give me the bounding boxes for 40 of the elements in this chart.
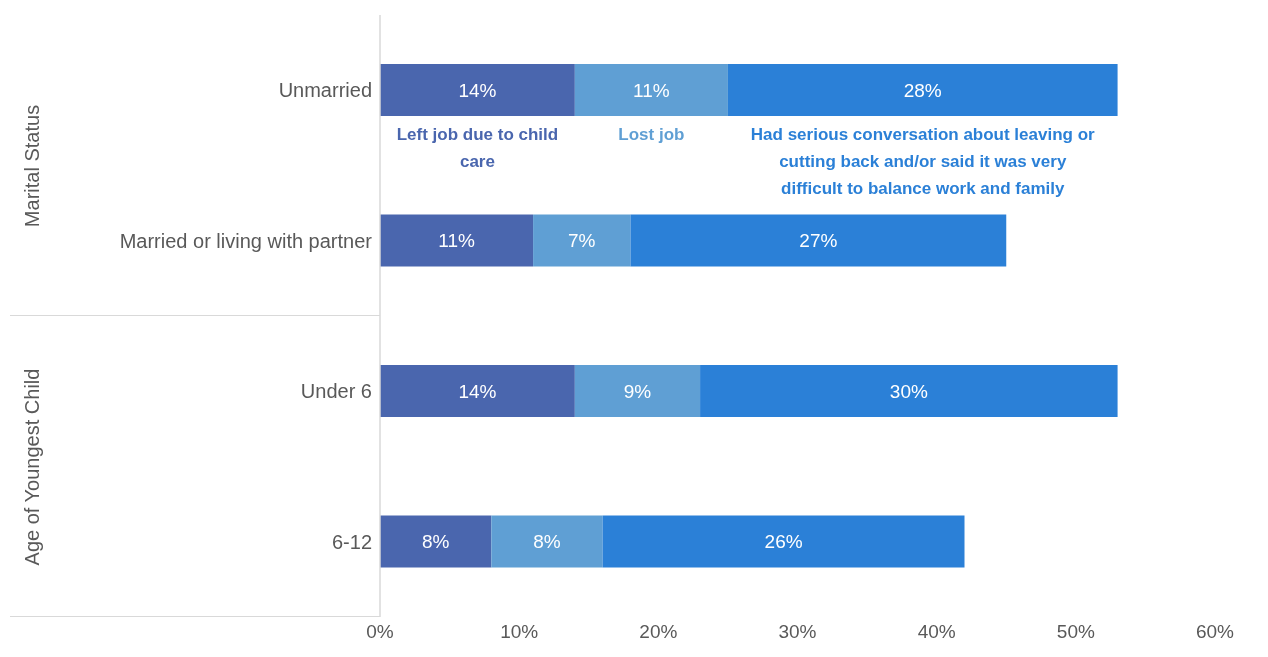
- data-label: 30%: [889, 380, 928, 402]
- data-label: 28%: [903, 79, 942, 101]
- x-tick-label: 50%: [1056, 621, 1095, 643]
- data-label: 11%: [633, 79, 670, 101]
- bar: [380, 515, 492, 568]
- data-label: 11%: [438, 230, 475, 251]
- data-label: 26%: [764, 531, 803, 552]
- bar: [602, 515, 965, 568]
- bar: [574, 365, 701, 417]
- x-tick-label: 40%: [917, 621, 956, 643]
- y-tick-label: Under 6: [300, 380, 372, 403]
- bar: [491, 515, 603, 568]
- data-label: 14%: [458, 79, 497, 101]
- text: Marital Status: [20, 104, 44, 227]
- data-label: 8%: [421, 531, 450, 552]
- bar: [700, 365, 1118, 417]
- bar: [630, 214, 1007, 267]
- bar: [533, 214, 631, 267]
- bar: [380, 365, 575, 417]
- bar: [727, 64, 1118, 116]
- series-label: Had serious conversation about leaving or cutting back and/or said it was very difficult to balance work and family: [750, 125, 1096, 198]
- data-label: 8%: [533, 531, 561, 552]
- x-tick-label: 30%: [778, 621, 817, 643]
- x-tick-label: 10%: [500, 621, 539, 643]
- bar: [380, 214, 534, 267]
- data-label: 9%: [623, 380, 652, 402]
- y-tick-label: Married or living with partner: [119, 229, 373, 252]
- series-label: Left job due to child care: [396, 125, 559, 171]
- bar: [380, 64, 575, 116]
- series-label: Lost job: [618, 125, 685, 144]
- y-tick-label: 6-12: [331, 530, 372, 553]
- x-tick-label: 60%: [1195, 621, 1235, 643]
- bar: [574, 64, 728, 116]
- x-tick-label: 20%: [639, 621, 678, 643]
- y-tick-label: Unmarried: [278, 79, 372, 102]
- x-tick-label: 0%: [366, 621, 394, 643]
- data-label: 14%: [458, 380, 497, 402]
- data-label: 27%: [799, 230, 838, 251]
- text: Age of Youngest Child: [20, 368, 44, 565]
- data-label: 7%: [568, 230, 596, 251]
